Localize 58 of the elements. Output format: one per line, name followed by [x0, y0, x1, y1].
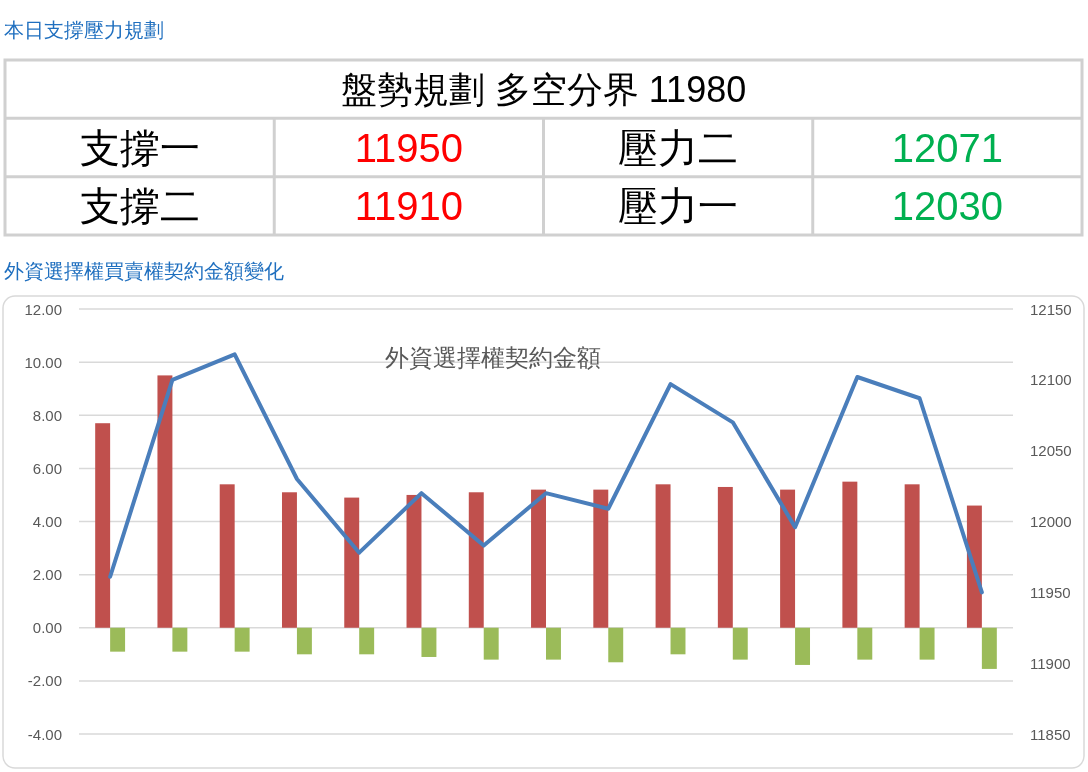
y-tick-label: -4.00	[27, 725, 62, 743]
bar	[234, 627, 250, 652]
y-tick-label: 12.00	[24, 300, 62, 318]
y-tick-label: 8.00	[32, 406, 62, 424]
bar	[421, 627, 437, 657]
text: 支撐二	[79, 183, 200, 228]
y2-tick-label: 12150	[1030, 300, 1072, 318]
bar	[981, 627, 997, 669]
bar	[780, 489, 796, 628]
text: 盤勢規劃 多空分界 11980	[340, 68, 747, 110]
bar	[670, 627, 686, 655]
bar	[172, 627, 188, 652]
bar	[157, 375, 173, 628]
y2-tick-label: 12000	[1030, 513, 1072, 530]
y2-tick-label: 11900	[1030, 654, 1071, 672]
bar	[655, 484, 671, 628]
bar	[95, 423, 111, 628]
bar	[842, 481, 858, 628]
text: 壓力一	[618, 183, 739, 228]
bar	[281, 492, 297, 628]
bar	[483, 627, 499, 660]
y-tick-label: 6.00	[32, 459, 62, 477]
text: 外資選擇權契約金額	[385, 343, 601, 371]
y-tick-label: 0.00	[32, 619, 62, 637]
bar	[857, 627, 873, 660]
bar	[608, 627, 624, 663]
text: 本日支撐壓力規劃	[4, 19, 164, 41]
bar	[110, 627, 126, 652]
bar	[546, 627, 561, 660]
chart-title: 外資選擇權買賣權契約金額變化	[4, 260, 284, 282]
y-tick-label: 2.00	[32, 566, 62, 584]
bar	[219, 484, 235, 628]
bar	[919, 627, 935, 660]
text: 壓力二	[618, 125, 739, 170]
bar	[406, 494, 422, 628]
bar	[344, 497, 360, 628]
text: 12030	[891, 183, 1003, 228]
text: 12071	[891, 125, 1003, 170]
y-tick-label: 4.00	[32, 513, 62, 530]
y2-tick-label: 11850	[1030, 725, 1071, 743]
text: 11910	[354, 183, 464, 228]
y2-tick-label: 12050	[1030, 442, 1072, 460]
bar	[531, 489, 546, 628]
bar	[468, 492, 484, 628]
y-tick-label: 10.00	[24, 353, 62, 371]
bar	[296, 627, 312, 655]
bar	[359, 627, 375, 655]
bar	[732, 627, 748, 660]
y2-tick-label: 12100	[1030, 371, 1072, 389]
bar	[904, 484, 920, 628]
y2-tick-label: 11950	[1030, 583, 1071, 601]
bar	[593, 489, 609, 628]
text: 支撐一	[79, 125, 200, 170]
bar	[966, 505, 982, 628]
bar	[717, 486, 733, 628]
text: 11950	[354, 125, 464, 170]
bar	[795, 627, 811, 665]
y-tick-label: -2.00	[27, 672, 62, 690]
